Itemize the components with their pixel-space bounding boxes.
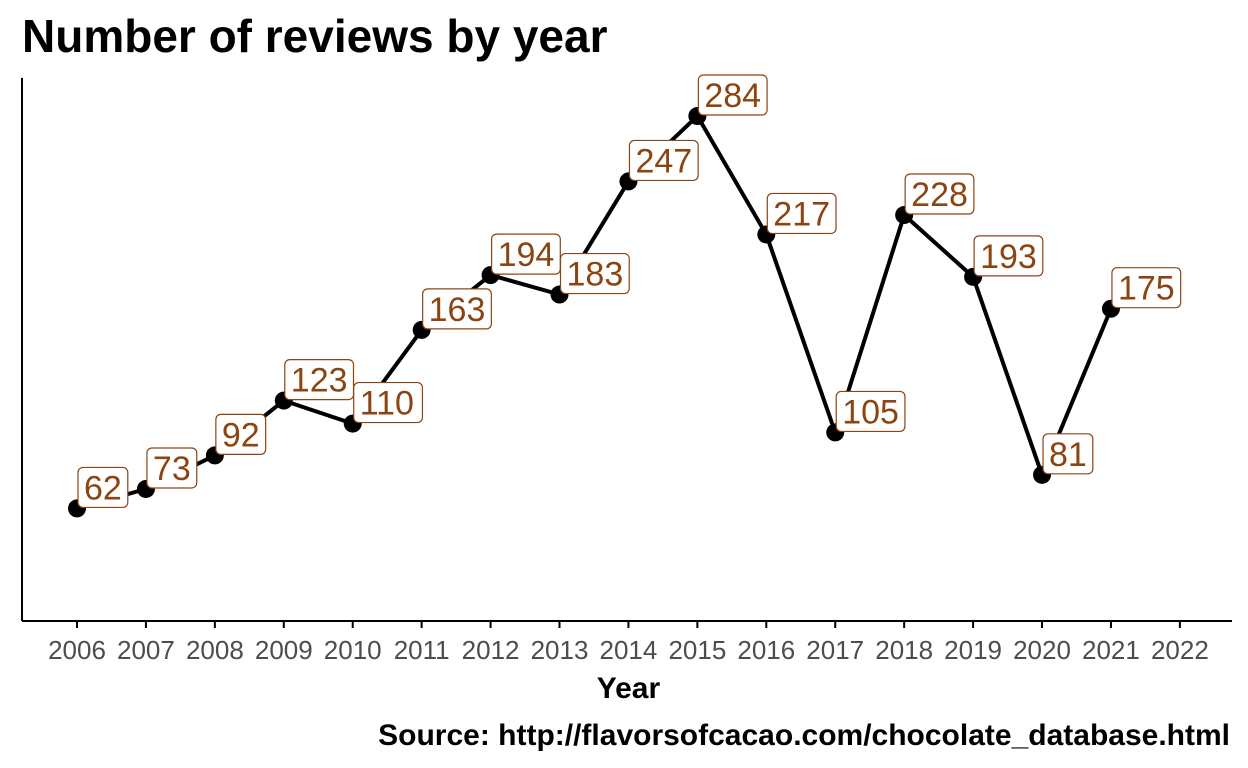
data-label: 228 [904,173,975,215]
data-label: 92 [215,413,267,455]
data-label-text: 73 [153,450,191,488]
data-label: 62 [77,466,129,509]
data-label: 123 [284,358,355,401]
x-tick-label: 2010 [324,635,382,665]
data-label-text: 110 [360,385,414,423]
data-label-text: 81 [1049,436,1087,474]
x-tick-label: 2013 [531,635,589,665]
x-tick-label: 2012 [462,635,520,665]
data-label: 194 [490,233,561,275]
data-label-text: 217 [773,195,830,233]
data-labels: 62 73 92 123 110 163 194 183 247 284 217 105 228 193 8… [77,74,1182,509]
source-caption: Source: http://flavorsofcacao.com/chocol… [378,719,1230,752]
x-tick-label: 2022 [1151,635,1209,665]
x-axis-title: Year [597,672,661,705]
data-label: 247 [628,139,699,182]
x-tick-label: 2016 [737,635,795,665]
x-tick-label: 2007 [117,635,175,665]
data-label-text: 194 [498,236,555,274]
data-label-text: 175 [1118,270,1175,308]
x-tick-label: 2019 [944,635,1002,665]
data-label-text: 62 [84,469,122,507]
data-label: 105 [835,390,906,433]
data-label: 110 [353,381,424,424]
x-tick-label: 2020 [1013,635,1071,665]
x-tick-label: 2018 [875,635,933,665]
data-label-text: 183 [567,256,624,294]
data-label-text: 163 [429,291,486,329]
x-tick-label: 2009 [255,635,313,665]
data-label: 217 [766,192,837,235]
chart-title: Number of reviews by year [22,10,608,62]
data-label-text: 247 [635,142,692,180]
x-tick-label: 2011 [394,635,450,665]
data-label: 163 [422,288,492,330]
data-label: 183 [559,252,630,295]
x-tick-label: 2021 [1082,635,1140,665]
x-ticks: 2006 2007 2008 2009 2010 2011 2012 2013 2014 2015… [48,621,1209,665]
data-points [68,107,1120,518]
data-label: 73 [146,447,198,489]
data-label-text: 228 [911,176,968,214]
data-label-text: 193 [980,238,1037,276]
x-tick-label: 2015 [668,635,726,665]
data-label: 193 [973,235,1044,277]
x-tick-label: 2006 [48,635,106,665]
data-label-text: 92 [222,416,260,454]
data-label: 284 [697,74,768,116]
data-label-text: 105 [842,393,899,431]
data-label-text: 123 [291,362,348,400]
x-tick-label: 2008 [186,635,244,665]
data-label: 81 [1042,433,1094,475]
x-tick-label: 2017 [806,635,864,665]
data-label: 175 [1111,267,1182,309]
axes [21,78,1232,622]
data-label-text: 284 [704,77,761,115]
x-tick-label: 2014 [600,635,658,665]
